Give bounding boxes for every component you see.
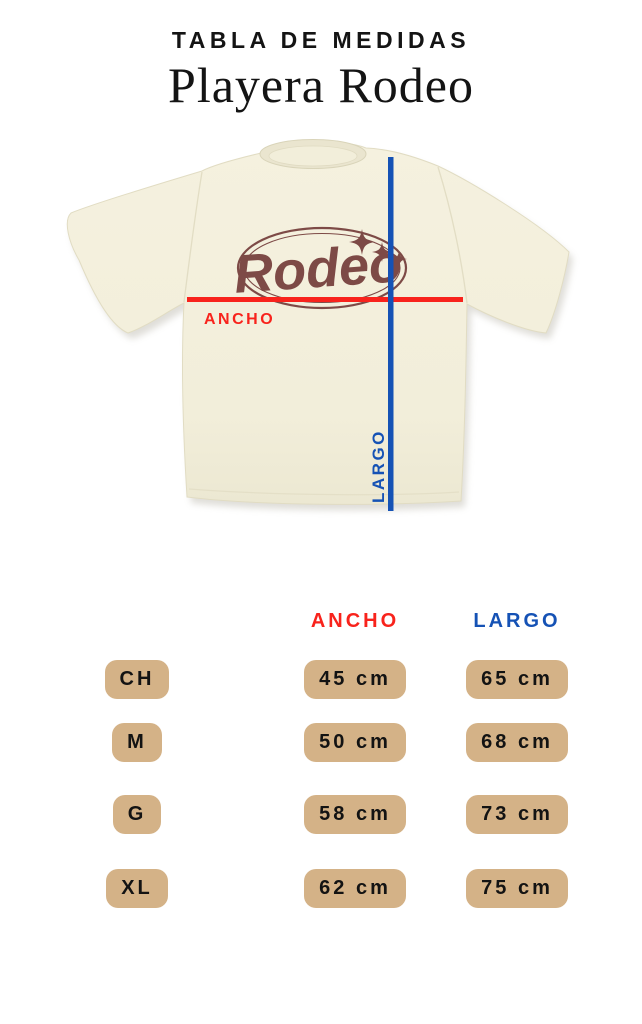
table-row: G 58 cm 73 cm xyxy=(0,795,642,834)
table-row: CH 45 cm 65 cm xyxy=(0,660,642,699)
ancho-value-pill: 62 cm xyxy=(304,869,406,908)
rodeo-logo-text: Rodeo xyxy=(232,233,404,305)
ancho-value-pill: 58 cm xyxy=(304,795,406,834)
largo-value-pill: 68 cm xyxy=(466,723,568,762)
ancho-line xyxy=(187,297,463,302)
largo-value-pill: 75 cm xyxy=(466,869,568,908)
shirt-collar-inner xyxy=(268,145,358,167)
page-title: TABLA DE MEDIDAS xyxy=(171,27,471,53)
largo-line xyxy=(388,157,394,511)
table-row: M 50 cm 68 cm xyxy=(0,723,642,762)
largo-value-pill: 65 cm xyxy=(466,660,568,699)
ancho-value-pill: 50 cm xyxy=(304,723,406,762)
sleeve-seam-left xyxy=(183,171,203,303)
table-header-row: ANCHO LARGO xyxy=(0,610,642,632)
column-header-largo: LARGO xyxy=(473,609,561,632)
column-header-ancho: ANCHO xyxy=(310,609,400,632)
shirt-graphic xyxy=(66,141,570,505)
size-pill: XL xyxy=(106,869,168,908)
largo-line-label: LARGO xyxy=(369,429,388,503)
shirt-diagram: Rodeo ANCHO LARGO xyxy=(66,139,573,511)
table-row: XL 62 cm 75 cm xyxy=(0,869,642,908)
sleeve-seam-right xyxy=(437,166,468,304)
hem-stitch xyxy=(188,488,460,496)
ancho-line-label: ANCHO xyxy=(204,311,275,328)
size-pill: M xyxy=(112,723,162,762)
size-pill: CH xyxy=(104,660,170,699)
page-subtitle: Playera Rodeo xyxy=(168,57,474,113)
rodeo-logo: Rodeo xyxy=(232,226,408,310)
ancho-value-pill: 45 cm xyxy=(304,660,406,699)
size-pill: G xyxy=(112,795,162,834)
largo-value-pill: 73 cm xyxy=(466,795,568,834)
